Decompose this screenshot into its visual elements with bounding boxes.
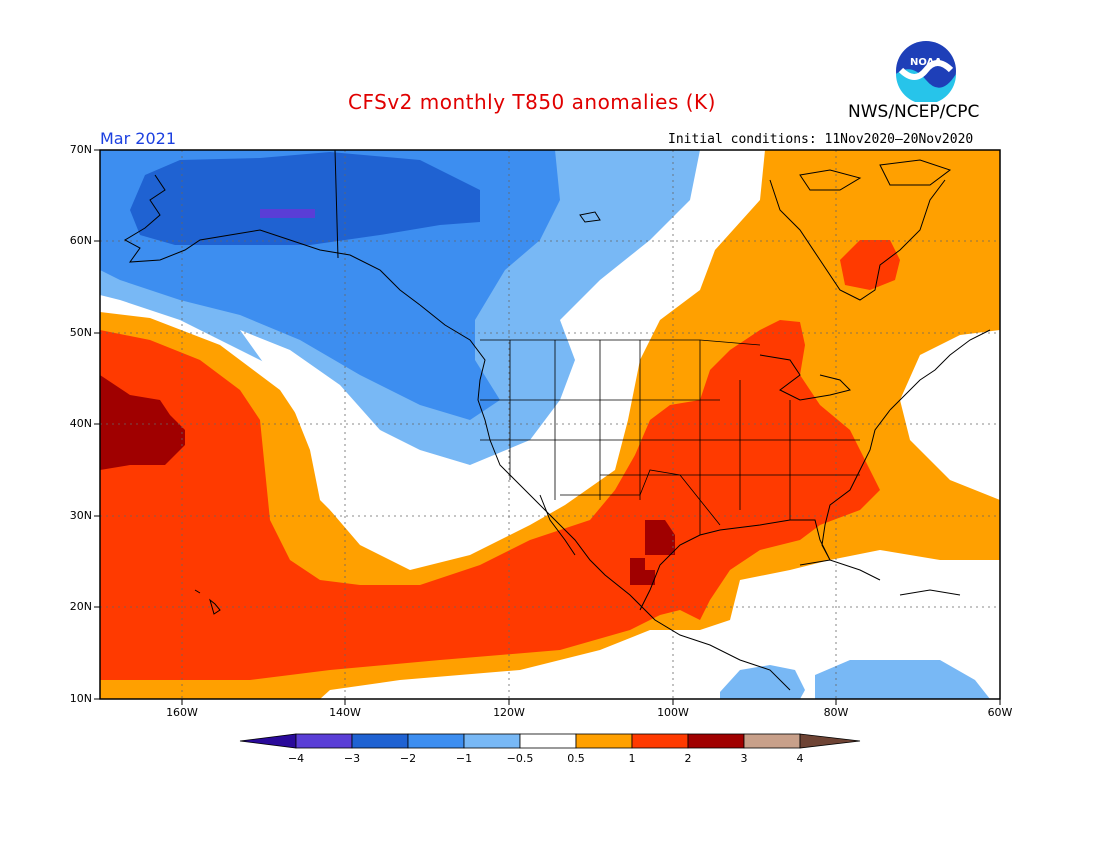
colorbar-label: 4 (796, 752, 804, 765)
colorbar-label: −1 (455, 752, 473, 765)
org-label: NWS/NCEP/CPC (848, 102, 980, 122)
colorbar-label: 0.5 (567, 752, 585, 765)
colorbar-swatch (295, 733, 353, 749)
lon-label: 80W (823, 706, 849, 719)
initial-conditions: Initial conditions: 11Nov2020–20Nov2020 (668, 132, 974, 147)
anomaly-region-neutral (240, 330, 565, 555)
colorbar-swatch (351, 733, 409, 749)
noaa-logo: NOAA (896, 41, 956, 102)
lat-label: 20N (69, 600, 92, 613)
colorbar-label: 2 (684, 752, 692, 765)
anomaly-region-minus-0.5-to-minus-1 (720, 665, 805, 699)
lon-label: 120W (493, 706, 525, 719)
month-label: Mar 2021 (100, 129, 176, 148)
lat-label: 10N (69, 692, 92, 705)
anomaly-region-2-to-3 (100, 375, 185, 470)
colorbar-label: −0.5 (506, 752, 534, 765)
anomaly-region-minus-2-to-minus-3 (130, 152, 480, 245)
anomaly-region-minus-0.5-to-minus-1 (815, 660, 990, 699)
anomaly-region-2-to-3 (630, 558, 655, 585)
colorbar-label: 1 (628, 752, 636, 765)
colorbar-label: 3 (740, 752, 748, 765)
grid-lines (100, 150, 1000, 699)
colorbar (239, 733, 861, 749)
colorbar-label: −2 (399, 752, 417, 765)
anomaly-region-2-to-3 (645, 520, 675, 555)
colorbar-swatch (519, 733, 577, 749)
colorbar-swatch (463, 733, 521, 749)
coastlines (123, 150, 991, 691)
axis-ticks (94, 149, 1001, 705)
anomaly-region-1-to-2 (840, 240, 900, 290)
svg-text:NOAA: NOAA (910, 57, 942, 68)
anomaly-region-1-to-2 (100, 320, 880, 680)
lat-label: 30N (69, 509, 92, 522)
colorbar-swatch (687, 733, 745, 749)
colorbar-label: −3 (343, 752, 361, 765)
state-borders (480, 339, 860, 535)
lat-label: 70N (69, 143, 92, 156)
map-title: CFSv2 monthly T850 anomalies (K) (348, 90, 716, 114)
lon-label: 100W (657, 706, 689, 719)
lon-label: 60W (987, 706, 1013, 719)
colorbar-swatch (799, 733, 861, 749)
colorbar-swatch (575, 733, 633, 749)
colorbar-swatch (631, 733, 689, 749)
anomaly-region-0.5-to-1 (100, 150, 1000, 699)
colorbar-swatch (743, 733, 801, 749)
colorbar-swatch (239, 733, 297, 749)
lat-label: 50N (69, 326, 92, 339)
lat-label: 40N (69, 417, 92, 430)
anomaly-region-minus-3-to-minus-4 (260, 209, 315, 218)
lat-label: 60N (69, 234, 92, 247)
colorbar-label: −4 (287, 752, 305, 765)
colorbar-swatch (407, 733, 465, 749)
lon-label: 140W (329, 706, 361, 719)
lon-label: 160W (166, 706, 198, 719)
